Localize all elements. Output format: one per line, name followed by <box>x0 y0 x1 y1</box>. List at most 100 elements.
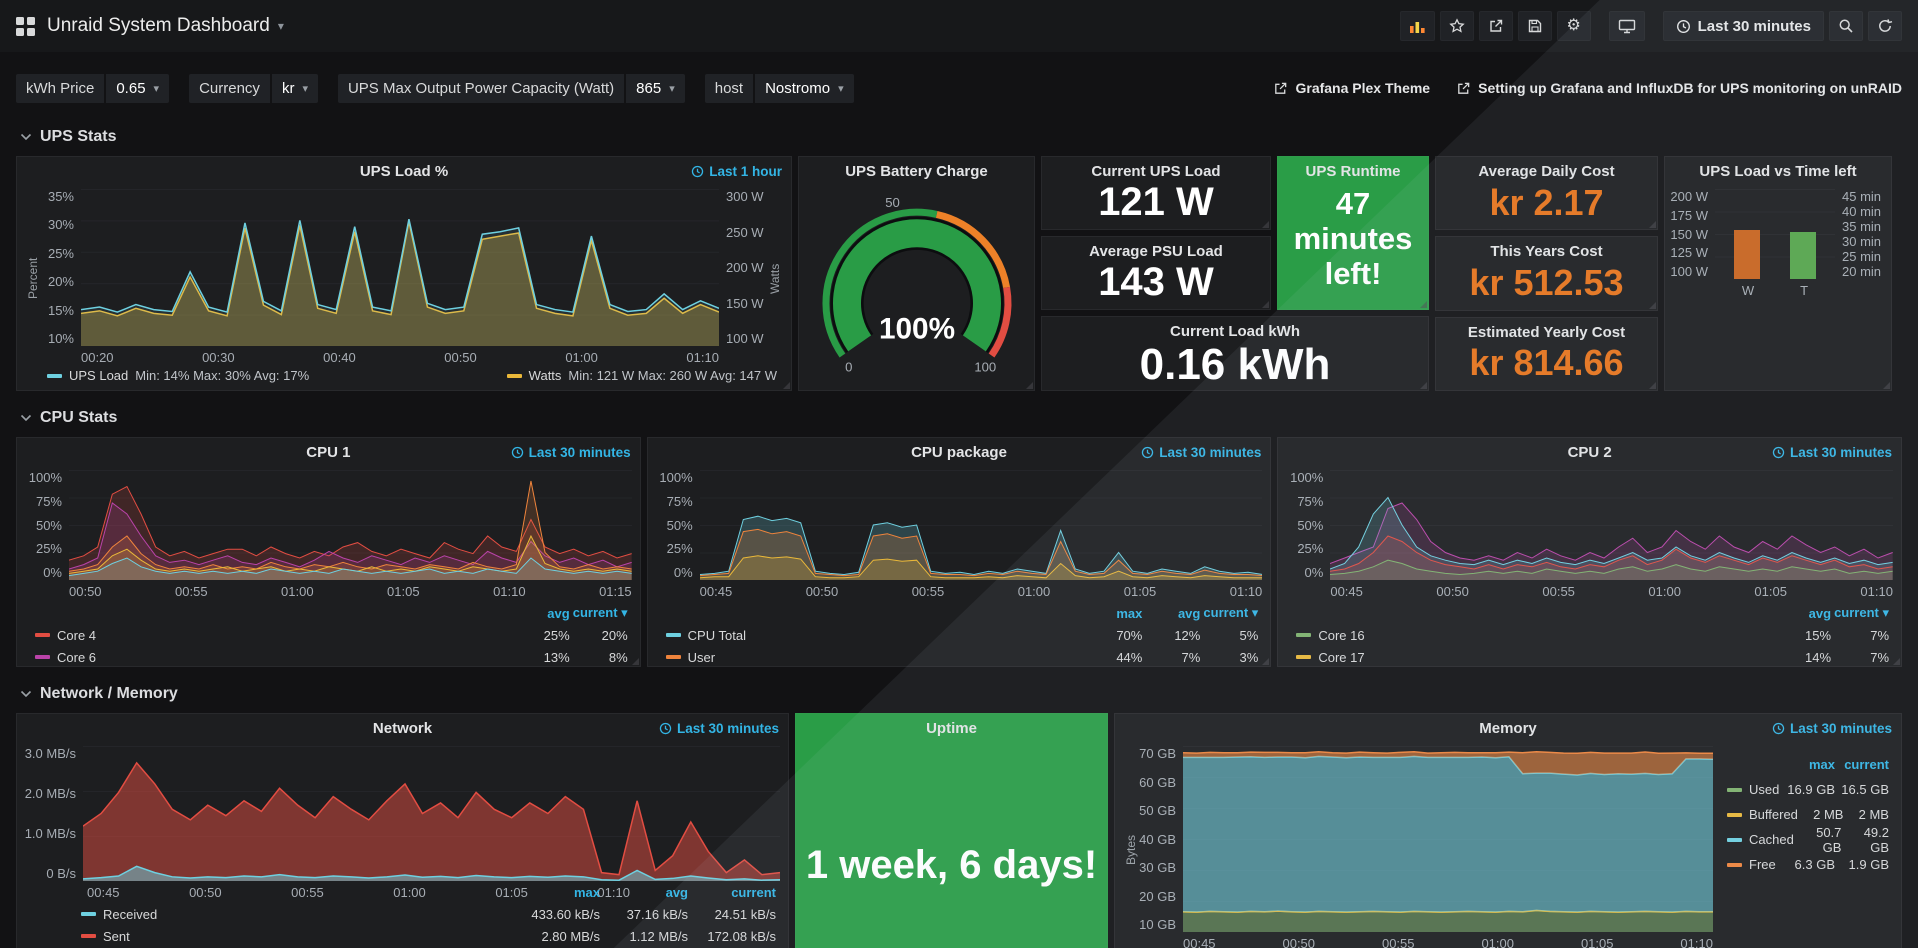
panel-time-range[interactable]: Last 30 minutes <box>511 445 631 460</box>
legend-header: max avg current <box>81 881 776 903</box>
legend-item: UPS Load Min: 14% Max: 30% Avg: 17% <box>47 368 309 383</box>
series-toggle[interactable]: Core 17 <box>1296 650 1773 665</box>
legend-col-avg[interactable]: avg <box>1808 605 1832 621</box>
stat-title[interactable]: Current UPS Load <box>1091 163 1221 180</box>
legend-col-current[interactable]: current ▾ <box>572 605 628 620</box>
legend-col-current[interactable]: current <box>731 884 776 900</box>
network-chart[interactable] <box>83 746 780 881</box>
series-toggle[interactable]: Received <box>81 907 512 922</box>
bar-time-left <box>1790 232 1816 279</box>
legend-col-max[interactable]: max <box>1116 605 1143 621</box>
dashboard-title[interactable]: Unraid System Dashboard <box>47 15 284 37</box>
series-toggle[interactable]: Used <box>1727 782 1781 797</box>
series-toggle[interactable]: Core 4 <box>35 628 512 643</box>
stat-value: kr 2.17 <box>1489 181 1604 223</box>
series-toggle[interactable]: CPU Total <box>665 628 1085 643</box>
cycle-view-button[interactable] <box>1608 11 1645 41</box>
clock-icon <box>1142 446 1154 459</box>
stat-title[interactable]: UPS Runtime <box>1305 163 1401 180</box>
legend-row: Cached 50.7 GB 49.2 GB <box>1727 825 1889 855</box>
stat-title[interactable]: Current Load kWh <box>1170 323 1300 340</box>
ups-load-chart[interactable] <box>81 189 719 346</box>
link-label: Grafana Plex Theme <box>1295 80 1431 96</box>
save-button[interactable] <box>1517 11 1552 41</box>
section-header-ups-stats[interactable]: UPS Stats <box>0 128 1918 146</box>
series-toggle[interactable]: User <box>665 650 1085 665</box>
zoom-out-button[interactable] <box>1829 11 1863 41</box>
variable-value-dropdown[interactable]: 865 <box>626 73 685 103</box>
link-grafana-plex-theme[interactable]: Grafana Plex Theme <box>1273 80 1430 96</box>
variable-value-dropdown[interactable]: Nostromo <box>755 73 854 103</box>
tick-label: 25% <box>666 541 693 557</box>
panel-time-range[interactable]: Last 30 minutes <box>1772 721 1892 736</box>
y-axis-right: 45 min 40 min 35 min 30 min 25 min 20 min <box>1835 189 1883 279</box>
time-range-button[interactable]: Last 30 minutes <box>1662 11 1824 41</box>
x-axis: 00:20 00:30 00:40 00:50 01:00 01:10 <box>81 346 719 368</box>
add-panel-button[interactable] <box>1399 11 1435 41</box>
series-toggle[interactable]: Sent <box>81 929 512 944</box>
gauge-value: 100% <box>878 312 954 345</box>
stat-title[interactable]: Average PSU Load <box>1089 243 1223 260</box>
tick-label: 20 GB <box>1139 888 1176 904</box>
gauge-arc: 0 50 100 100% <box>821 195 1011 375</box>
panel-time-range[interactable]: Last 30 minutes <box>1772 445 1892 460</box>
legend-col-current[interactable]: current ▾ <box>1834 605 1890 620</box>
cpu-package-chart[interactable] <box>699 470 1263 580</box>
legend-col-current[interactable]: current ▾ <box>1203 605 1259 620</box>
stat-title[interactable]: This Years Cost <box>1490 243 1603 261</box>
panel-title[interactable]: UPS Load vs Time left <box>1699 162 1857 180</box>
cpu2-chart[interactable] <box>1330 470 1894 580</box>
legend-col-max[interactable]: max <box>1808 757 1835 772</box>
legend-value: 2 MB <box>1858 807 1889 822</box>
cpu1-chart[interactable] <box>69 470 632 580</box>
gauge-tick: 0 <box>845 360 852 375</box>
stat-title[interactable]: Estimated Yearly Cost <box>1467 323 1626 341</box>
y-axis-label-left: Bytes <box>1124 835 1138 866</box>
stat-value: kr 512.53 <box>1469 261 1624 303</box>
ups-bar-chart[interactable] <box>1715 189 1835 279</box>
panel-title[interactable]: Memory <box>1479 719 1537 737</box>
favorite-button[interactable] <box>1439 11 1474 41</box>
panel-time-range[interactable]: Last 1 hour <box>691 164 782 179</box>
series-toggle[interactable]: Free <box>1727 857 1781 872</box>
variable-kwh-price: kWh Price 0.65 <box>16 73 170 103</box>
variable-value-dropdown[interactable]: kr <box>271 73 318 103</box>
settings-button[interactable]: ⚙ <box>1556 11 1591 41</box>
series-toggle[interactable]: Cached <box>1727 832 1794 847</box>
legend-col-current[interactable]: current <box>1844 757 1889 772</box>
dashboard-picker-icon[interactable] <box>16 16 35 36</box>
panel-time-range[interactable]: Last 30 minutes <box>1141 445 1261 460</box>
series-toggle[interactable]: Buffered <box>1727 807 1798 822</box>
tick-label: 00:45 <box>1183 936 1216 948</box>
clock-icon <box>1772 722 1785 735</box>
panel-title[interactable]: CPU 1 <box>306 443 351 461</box>
legend-col-max[interactable]: max <box>573 884 600 900</box>
series-name[interactable]: UPS Load <box>69 368 129 383</box>
section-header-network-memory[interactable]: Network / Memory <box>0 685 1918 703</box>
share-button[interactable] <box>1478 11 1513 41</box>
link-ups-monitoring-guide[interactable]: Setting up Grafana and InfluxDB for UPS … <box>1456 80 1902 96</box>
panel-title[interactable]: UPS Load % <box>359 162 449 180</box>
legend-col-avg[interactable]: avg <box>665 884 688 900</box>
panel-title[interactable]: Network <box>372 719 433 737</box>
panel-title[interactable]: CPU package <box>911 443 1007 461</box>
tick-label: 25 min <box>1842 249 1882 264</box>
stat-title[interactable]: Average Daily Cost <box>1478 163 1615 180</box>
series-toggle[interactable]: Core 6 <box>35 650 512 665</box>
legend-value: 7% <box>1181 649 1201 665</box>
panel-time-range[interactable]: Last 30 minutes <box>659 721 779 736</box>
panel-cpu-package: CPU package Last 30 minutes 100% 75% 50% 25… <box>646 437 1272 667</box>
legend-col-avg[interactable]: avg <box>547 605 570 621</box>
legend-col-avg[interactable]: avg <box>1177 605 1201 621</box>
refresh-button[interactable] <box>1868 11 1902 41</box>
panel-title[interactable]: CPU 2 <box>1567 443 1612 461</box>
section-header-cpu-stats[interactable]: CPU Stats <box>0 409 1918 427</box>
stat-title[interactable]: Uptime <box>926 720 977 737</box>
series-toggle[interactable]: Core 16 <box>1296 628 1773 643</box>
panel-title[interactable]: UPS Battery Charge <box>845 162 988 180</box>
series-name[interactable]: Watts <box>528 368 562 383</box>
memory-chart[interactable] <box>1183 746 1713 932</box>
variable-value-dropdown[interactable]: 0.65 <box>106 73 170 103</box>
tick-label: 01:05 <box>387 584 420 599</box>
tick-label: 0% <box>43 565 62 580</box>
